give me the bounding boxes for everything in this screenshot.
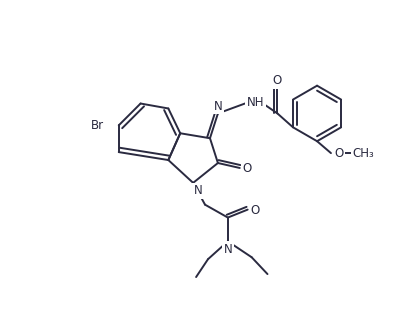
- Text: N: N: [223, 243, 232, 256]
- Text: O: O: [250, 204, 259, 217]
- Text: N: N: [223, 243, 232, 256]
- Text: O: O: [273, 74, 282, 87]
- Text: O: O: [334, 147, 344, 160]
- Text: N: N: [194, 184, 203, 197]
- Text: NH: NH: [247, 96, 264, 109]
- Text: N: N: [214, 100, 222, 113]
- Text: Br: Br: [91, 119, 104, 132]
- Text: O: O: [242, 163, 251, 175]
- Text: CH₃: CH₃: [353, 147, 375, 160]
